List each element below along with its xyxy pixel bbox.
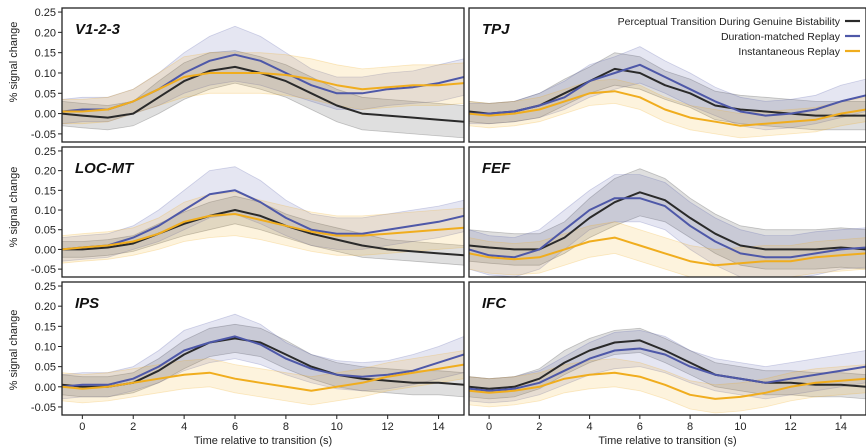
x-axis-label: Time relative to transition (s) bbox=[598, 435, 736, 447]
error-band-duration-matched-replay bbox=[469, 174, 866, 277]
x-tick-label: 6 bbox=[637, 421, 643, 433]
y-tick-label: 0.00 bbox=[35, 244, 56, 256]
panel-title: LOC-MT bbox=[75, 160, 135, 177]
y-tick-label: 0.05 bbox=[35, 225, 56, 237]
plot-area-ips bbox=[62, 313, 464, 406]
error-band-perceptual-transition-during-genuine-bistability bbox=[469, 327, 866, 400]
series-line-perceptual-transition-during-genuine-bistability bbox=[62, 209, 464, 257]
panel-frame bbox=[468, 281, 866, 416]
y-tick-label: 0.20 bbox=[35, 27, 56, 39]
error-band-perceptual-transition-during-genuine-bistability bbox=[62, 195, 464, 266]
plot-area-ifc bbox=[469, 327, 866, 414]
y-tick-label: 0.10 bbox=[35, 341, 56, 353]
x-tick-label: 10 bbox=[331, 421, 343, 433]
panel-title: FEF bbox=[482, 160, 511, 177]
x-tick-label: 0 bbox=[486, 421, 492, 433]
x-tick-label: 14 bbox=[835, 421, 847, 433]
series-line-perceptual-transition-during-genuine-bistability bbox=[469, 339, 866, 390]
y-axis-label-row1: % signal change bbox=[8, 22, 20, 103]
x-tick-label: 10 bbox=[734, 421, 746, 433]
y-tick-label: -0.05 bbox=[31, 129, 56, 141]
series-line-perceptual-transition-during-genuine-bistability bbox=[469, 191, 866, 251]
legend: Perceptual Transition During Genuine Bis… bbox=[618, 16, 860, 58]
plot-area-tpj bbox=[469, 46, 866, 139]
panel-frame bbox=[61, 7, 465, 143]
series-line-instantaneous-replay bbox=[62, 213, 464, 251]
y-tick-label: 0.10 bbox=[35, 205, 56, 217]
x-tick-label: 12 bbox=[382, 421, 394, 433]
y-tick-label: 0.10 bbox=[35, 68, 56, 80]
error-band-duration-matched-replay bbox=[469, 46, 866, 131]
series-line-instantaneous-replay bbox=[469, 371, 866, 400]
panel-title: IPS bbox=[75, 295, 99, 312]
y-tick-label: 0.25 bbox=[35, 281, 56, 293]
panel-title: IFC bbox=[482, 295, 507, 312]
x-tick-label: 14 bbox=[432, 421, 444, 433]
y-tick-label: 0.15 bbox=[35, 321, 56, 333]
panel-frame bbox=[61, 281, 465, 416]
error-band-perceptual-transition-during-genuine-bistability bbox=[469, 52, 866, 131]
panel-title: V1-2-3 bbox=[75, 21, 121, 38]
y-tick-label: 0.25 bbox=[35, 146, 56, 158]
series-line-duration-matched-replay bbox=[469, 347, 866, 392]
x-tick-label: 4 bbox=[587, 421, 593, 433]
plot-area-v1-2-3 bbox=[62, 25, 464, 139]
y-tick-label: -0.05 bbox=[31, 264, 56, 276]
y-axis-label-row2: % signal change bbox=[8, 167, 20, 248]
panel-frame bbox=[468, 7, 866, 143]
panel-frame bbox=[468, 146, 866, 278]
y-tick-label: 0.15 bbox=[35, 48, 56, 60]
series-line-instantaneous-replay bbox=[469, 90, 866, 127]
x-tick-label: 4 bbox=[181, 421, 187, 433]
x-tick-label: 0 bbox=[79, 421, 85, 433]
series-line-duration-matched-replay bbox=[62, 189, 464, 251]
error-band-duration-matched-replay bbox=[469, 329, 866, 404]
error-band-duration-matched-replay bbox=[62, 166, 464, 262]
series-line-instantaneous-replay bbox=[469, 236, 866, 267]
series-line-instantaneous-replay bbox=[62, 72, 464, 113]
error-band-instantaneous-replay bbox=[62, 52, 464, 125]
panel-tpj: TPJ Perceptual Transition During Genuine … bbox=[468, 7, 866, 143]
plot-area-fef bbox=[469, 168, 866, 277]
error-band-duration-matched-replay bbox=[62, 25, 464, 125]
x-axis-label: Time relative to transition (s) bbox=[194, 435, 332, 447]
series-line-duration-matched-replay bbox=[62, 335, 464, 388]
panel-ifc: 0 2 4 6 8 10 12 14 Time relative to transition (… bbox=[468, 281, 866, 447]
x-tick-label: 2 bbox=[130, 421, 136, 433]
error-band-perceptual-transition-during-genuine-bistability bbox=[62, 50, 464, 139]
y-axis-label-row3: % signal change bbox=[8, 310, 20, 391]
y-tick-label: 0.00 bbox=[35, 382, 56, 394]
x-tick-label: 6 bbox=[232, 421, 238, 433]
series-line-duration-matched-replay bbox=[469, 197, 866, 259]
panel-title: TPJ bbox=[482, 21, 510, 38]
y-tick-label: -0.05 bbox=[31, 402, 56, 414]
y-tick-label: 0.05 bbox=[35, 362, 56, 374]
panels-group: 0.25 0.20 0.15 0.10 0.05 0.00 -0.05 V1-2-3 TPJ Pe… bbox=[31, 7, 866, 447]
x-tick-label: 8 bbox=[283, 421, 289, 433]
panel-loc-mt: 0.25 0.20 0.15 0.10 0.05 0.00 -0.05 LOC-MT bbox=[31, 146, 465, 278]
panel-ips: 0.25 0.20 0.15 0.10 0.05 0.00 -0.05 0 2 4 6 8 10 12 14… bbox=[31, 281, 465, 447]
y-tick-label: 0.20 bbox=[35, 166, 56, 178]
legend-label: Instantaneous Replay bbox=[738, 46, 840, 58]
panel-frame bbox=[61, 146, 465, 278]
error-band-perceptual-transition-during-genuine-bistability bbox=[469, 168, 866, 270]
y-tick-label: 0.00 bbox=[35, 109, 56, 121]
legend-label: Duration-matched Replay bbox=[721, 31, 841, 43]
x-tick-label: 12 bbox=[784, 421, 796, 433]
y-tick-label: 0.05 bbox=[35, 88, 56, 100]
series-line-instantaneous-replay bbox=[62, 363, 464, 392]
y-axis-labels: % signal change % signal change % signal… bbox=[8, 22, 20, 391]
x-tick-label: 2 bbox=[536, 421, 542, 433]
panel-fef: FEF bbox=[468, 146, 866, 278]
series-line-duration-matched-replay bbox=[469, 63, 866, 117]
y-tick-label: 0.15 bbox=[35, 185, 56, 197]
legend-label: Perceptual Transition During Genuine Bis… bbox=[618, 16, 841, 28]
panel-v1-2-3: 0.25 0.20 0.15 0.10 0.05 0.00 -0.05 V1-2-3 bbox=[31, 7, 465, 143]
y-tick-label: 0.25 bbox=[35, 7, 56, 19]
y-tick-label: 0.20 bbox=[35, 301, 56, 313]
x-tick-label: 8 bbox=[687, 421, 693, 433]
plot-area-loc-mt bbox=[62, 166, 464, 266]
